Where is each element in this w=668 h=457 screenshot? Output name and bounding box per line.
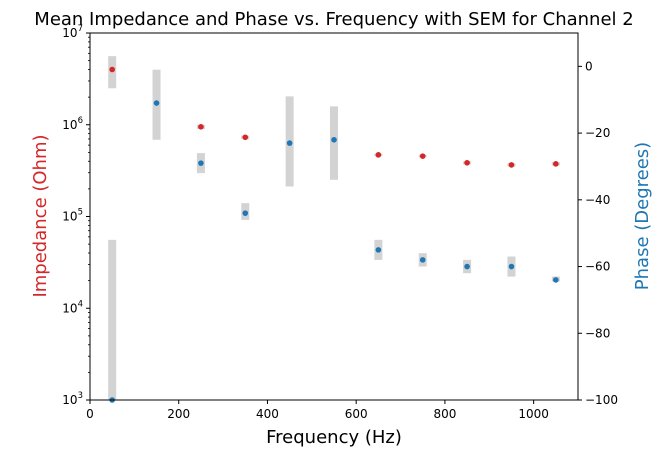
- data-point-left-6: [508, 162, 515, 168]
- x-tick-label-1: 200: [167, 407, 190, 421]
- plot-frame: [89, 32, 579, 401]
- data-point-right-4: [286, 140, 293, 146]
- data-point-left-4: [419, 153, 426, 159]
- data-point-left-1: [198, 123, 204, 130]
- data-point-left-5: [464, 159, 470, 166]
- x-tick-label-4: 800: [433, 407, 456, 421]
- left-axis-ticks: 103 104 105 106 107: [62, 24, 90, 407]
- right-tick-label-1: −20: [585, 126, 610, 140]
- right-axis-label: Phase (Degrees): [632, 142, 653, 290]
- left-tick-label-0: 103: [62, 391, 83, 407]
- data-point-right-8: [464, 263, 470, 270]
- data-point-left-2: [242, 134, 249, 141]
- data-point-right-3: [242, 210, 249, 216]
- error-bar-right-0: [108, 239, 117, 400]
- data-point-right-9: [508, 263, 515, 270]
- right-tick-label-2: −40: [585, 193, 610, 207]
- chart-title: Mean Impedance and Phase vs. Frequency w…: [34, 9, 633, 30]
- data-point-right-1: [153, 100, 160, 106]
- right-axis-ticks: 0 −20 −40 −60 −80 −100: [578, 59, 618, 407]
- left-tick-label-1: 104: [62, 299, 83, 315]
- error-bars: [108, 56, 560, 400]
- left-tick-label-2: 105: [62, 208, 83, 224]
- data-point-right-10: [553, 277, 559, 283]
- left-axis-label: Impedance (Ohm): [30, 134, 51, 297]
- data-point-right-5: [331, 136, 337, 143]
- data-point-right-7: [419, 257, 426, 263]
- data-point-left-3: [375, 152, 382, 158]
- x-tick-label-0: 0: [86, 407, 94, 421]
- x-axis-label: Frequency (Hz): [266, 427, 402, 448]
- right-tick-label-0: 0: [585, 59, 593, 73]
- right-tick-label-5: −100: [585, 393, 618, 407]
- data-point-right-6: [375, 247, 382, 253]
- right-tick-label-4: −80: [585, 326, 610, 340]
- data-point-left-0: [109, 66, 115, 73]
- x-tick-label-2: 400: [256, 407, 279, 421]
- x-tick-label-5: 1000: [518, 407, 549, 421]
- right-tick-label-3: −60: [585, 260, 610, 274]
- data-point-right-2: [198, 160, 204, 166]
- x-tick-label-3: 600: [345, 407, 368, 421]
- data-point-left-7: [553, 161, 559, 167]
- data-points: [109, 66, 559, 403]
- x-axis-ticks: 0 200 400 600 800 1000: [86, 400, 549, 421]
- left-tick-label-3: 106: [62, 116, 83, 132]
- left-tick-label-4: 107: [62, 24, 83, 40]
- error-bar-right-5: [330, 106, 338, 180]
